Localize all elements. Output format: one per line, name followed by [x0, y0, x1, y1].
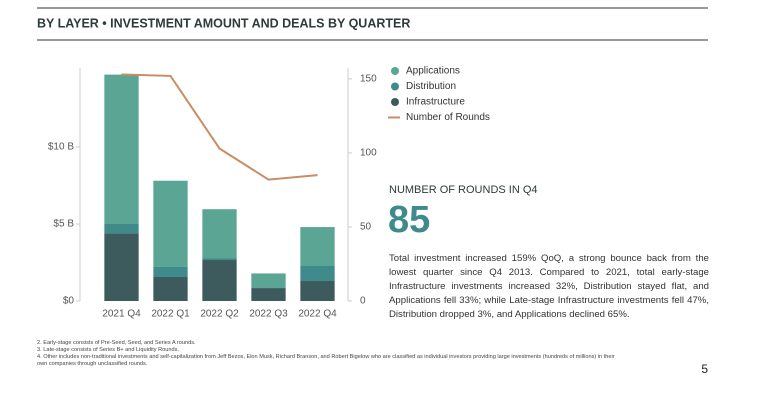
bar-segment: [153, 266, 188, 277]
legend-swatch: [391, 98, 399, 106]
y2-tick-label: 100: [360, 148, 377, 159]
legend-label: Infrastructure: [406, 97, 465, 108]
legend-swatch: [391, 67, 399, 75]
footnote: 2. Early-stage consists of Pre-Seed, See…: [37, 340, 196, 346]
y-tick-label: $0: [63, 296, 75, 307]
footnote: 4. Other includes non-traditional invest…: [37, 354, 615, 367]
bar-segment: [251, 288, 286, 301]
legend-label: Applications: [406, 66, 460, 77]
stat-value: 85: [388, 199, 430, 241]
y-tick-label: $5 B: [53, 219, 74, 230]
bar-segment: [153, 276, 188, 301]
x-tick-label: 2022 Q4: [298, 309, 337, 320]
legend-swatch: [391, 82, 399, 91]
bar-segment: [202, 258, 237, 261]
chart-title: BY LAYER • INVESTMENT AMOUNT AND DEALS B…: [37, 16, 410, 30]
footnote: 3. Late-stage consists of Series B+ and …: [37, 347, 179, 353]
page-number: 5: [701, 362, 708, 376]
footnotes: 2. Early-stage consists of Pre-Seed, See…: [37, 340, 617, 368]
x-tick-label: 2022 Q3: [249, 309, 288, 320]
bar-segment: [300, 227, 335, 266]
y2-tick-label: 0: [360, 296, 366, 307]
bar-segment: [202, 209, 237, 259]
bar-segment: [104, 224, 139, 234]
bar-segment: [202, 260, 237, 301]
bar-segment: [251, 287, 286, 289]
bar-segment: [300, 280, 335, 301]
bar-segment: [104, 74, 139, 225]
stat-label: NUMBER OF ROUNDS IN Q4: [389, 184, 538, 196]
y2-tick-label: 150: [360, 74, 377, 85]
legend-label: Number of Rounds: [406, 112, 490, 123]
rounds-line: [121, 73, 318, 181]
legend-label: Distribution: [406, 81, 456, 92]
bar-segment: [251, 273, 286, 288]
bar-segment: [300, 265, 335, 281]
bar-segment: [104, 233, 139, 301]
x-tick-label: 2022 Q1: [151, 309, 190, 320]
bar-segment: [153, 180, 188, 267]
y2-tick-label: 50: [360, 222, 372, 233]
summary-paragraph: Total investment increased 159% QoQ, a s…: [389, 253, 709, 320]
x-tick-label: 2022 Q2: [200, 309, 239, 320]
x-tick-label: 2021 Q4: [102, 309, 141, 320]
y-tick-label: $10 B: [48, 142, 74, 153]
